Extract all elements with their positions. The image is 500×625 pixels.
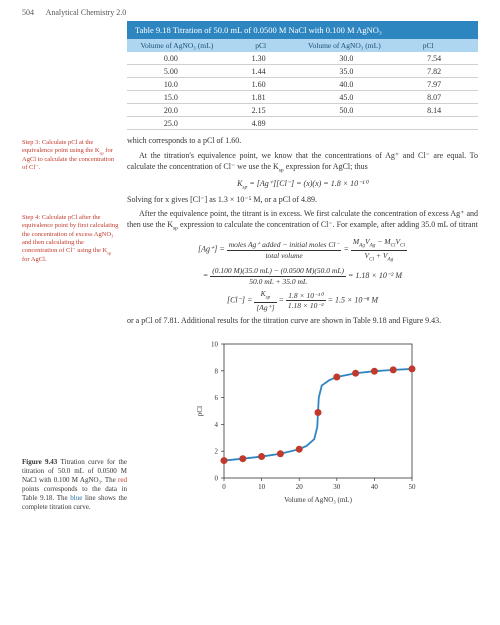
svg-text:0: 0	[222, 483, 226, 491]
svg-text:pCl: pCl	[196, 406, 204, 416]
svg-text:40: 40	[370, 483, 378, 491]
body-p5: or a pCl of 7.81. Additional results for…	[127, 316, 478, 327]
svg-text:8: 8	[214, 368, 218, 376]
svg-text:20: 20	[295, 483, 303, 491]
col-header: pCl	[219, 41, 303, 50]
table-cell: 5.00	[127, 65, 215, 78]
table-cell: 45.0	[303, 91, 391, 104]
book-title: Analytical Chemistry 2.0	[46, 8, 127, 17]
table-row: 5.001.4435.07.82	[127, 65, 478, 78]
svg-text:4: 4	[214, 421, 218, 429]
table-cell: 4.89	[215, 117, 303, 130]
table-cell: 25.0	[127, 117, 215, 130]
svg-text:10: 10	[211, 341, 219, 349]
margin-note-step4: Step 4: Calculate pCl after the equivale…	[22, 214, 119, 264]
table-cell: 7.54	[390, 52, 478, 65]
titration-table: Table 9.18 Titration of 50.0 mL of 0.050…	[127, 21, 478, 130]
svg-text:0: 0	[214, 475, 218, 483]
table-cell: 2.15	[215, 104, 303, 117]
margin-note-step3: Step 3: Calculate pCl at the equivalence…	[22, 139, 119, 172]
table-cell: 10.0	[127, 78, 215, 91]
table-cell: 7.97	[390, 78, 478, 91]
equation-ag1: [Ag⁺] = moles Ag⁺ added − initial moles …	[127, 237, 478, 263]
equation-ksp: Ksp = [Ag⁺][Cl⁻] = (x)(x) = 1.8 × 10⁻¹⁰	[127, 179, 478, 192]
col-header: Volume of AgNO₃ (mL)	[135, 41, 219, 50]
table-cell: 0.00	[127, 52, 215, 65]
table-cell: 35.0	[303, 65, 391, 78]
table-row: 10.01.6040.07.97	[127, 78, 478, 91]
table-cell: 7.82	[390, 65, 478, 78]
body-p2: At the titration's equivalence point, we…	[127, 151, 478, 175]
table-cell	[390, 117, 478, 130]
table-body: 0.001.3030.07.545.001.4435.07.8210.01.60…	[127, 52, 478, 130]
table-cell: 8.07	[390, 91, 478, 104]
svg-text:Volume of AgNO₃ (mL): Volume of AgNO₃ (mL)	[284, 496, 353, 504]
table-cell: 15.0	[127, 91, 215, 104]
table-cell: 30.0	[303, 52, 391, 65]
svg-text:50: 50	[408, 483, 416, 491]
table-cell: 40.0	[303, 78, 391, 91]
margin-column: Step 3: Calculate pCl at the equivalence…	[22, 21, 127, 330]
table-cell: 1.44	[215, 65, 303, 78]
svg-text:30: 30	[333, 483, 341, 491]
table-cell: 50.0	[303, 104, 391, 117]
svg-text:6: 6	[214, 394, 218, 402]
col-header: pCl	[386, 41, 470, 50]
table-row: 0.001.3030.07.54	[127, 52, 478, 65]
table-header-row: Volume of AgNO₃ (mL) pCl Volume of AgNO₃…	[127, 39, 478, 52]
figure-caption: Figure 9.43 Titration curve for the titr…	[22, 458, 127, 513]
table-cell: 1.30	[215, 52, 303, 65]
page-number: 504	[22, 8, 34, 17]
table-cell: 20.0	[127, 104, 215, 117]
col-header: Volume of AgNO₃ (mL)	[303, 41, 387, 50]
svg-text:2: 2	[214, 448, 218, 456]
main-column: Table 9.18 Titration of 50.0 mL of 0.050…	[127, 21, 478, 330]
chart-svg: 0 10 20 30 40 50 0 2 4 6 8 10 Volume of AgNO₃ (mL) pC…	[192, 336, 422, 506]
table-row: 15.01.8145.08.07	[127, 91, 478, 104]
body-p4: After the equivalence point, the titrant…	[127, 209, 478, 233]
table-row: 25.04.89	[127, 117, 478, 130]
equation-cl: [Cl⁻] = Ksp [Ag⁺] = 1.8 × 10⁻¹⁰ 1.18 × 1…	[127, 289, 478, 312]
table-title: Table 9.18 Titration of 50.0 mL of 0.050…	[127, 21, 478, 39]
table-cell: 8.14	[390, 104, 478, 117]
table-cell	[303, 117, 391, 130]
body-p1: which corresponds to a pCl of 1.60.	[127, 136, 478, 147]
titration-chart: 0 10 20 30 40 50 0 2 4 6 8 10 Volume of AgNO₃ (mL) pC…	[135, 336, 478, 508]
table-cell: 1.60	[215, 78, 303, 91]
svg-text:10: 10	[258, 483, 266, 491]
equation-ag2: = (0.100 M)(35.0 mL) − (0.0500 M)(50.0 m…	[127, 266, 478, 287]
page-header: 504 Analytical Chemistry 2.0	[0, 0, 500, 21]
table-cell: 1.81	[215, 91, 303, 104]
table-row: 20.02.1550.08.14	[127, 104, 478, 117]
body-p3: Solving for x gives [Cl⁻] as 1.3 × 10⁻⁵ …	[127, 195, 478, 206]
